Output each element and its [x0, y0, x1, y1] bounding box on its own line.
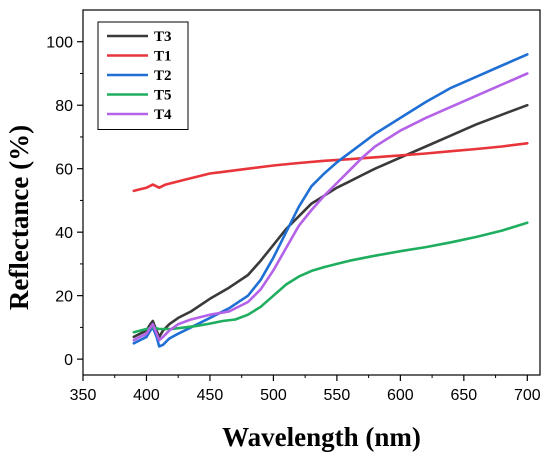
x-tick-label: 550 — [324, 387, 351, 404]
series-line-t5 — [132, 221, 529, 334]
series-line-t1 — [132, 142, 529, 193]
y-axis: 0 20 40 60 80 100 — [46, 35, 83, 369]
x-tick-label: 700 — [514, 387, 541, 404]
x-axis-title: Wavelength (nm) — [222, 422, 421, 452]
legend-label-t3: T3 — [154, 29, 172, 45]
y-tick-label: 0 — [64, 352, 73, 369]
plot-frame — [82, 9, 541, 376]
y-axis-title: Reflectance (%) — [4, 125, 34, 310]
series-line-t4 — [132, 72, 529, 342]
x-tick-label: 350 — [70, 387, 97, 404]
y-tick-label: 80 — [55, 98, 73, 115]
y-tick-label: 40 — [55, 225, 73, 242]
x-axis: 350 400 450 500 550 600 650 700 — [70, 375, 541, 404]
y-tick-label: 60 — [55, 162, 73, 179]
legend-label-t1: T1 — [154, 49, 172, 65]
x-tick-label: 400 — [133, 387, 160, 404]
series-line-t3 — [132, 103, 529, 339]
series-layer — [132, 53, 529, 348]
y-tick-label: 20 — [55, 289, 73, 306]
x-tick-label: 500 — [260, 387, 287, 404]
legend-label-t5: T5 — [154, 88, 172, 104]
legend: T3 T1 T2 T5 T4 — [97, 21, 189, 130]
x-tick-label: 600 — [387, 387, 414, 404]
legend-label-t2: T2 — [154, 68, 172, 84]
y-tick-label: 100 — [46, 35, 73, 52]
legend-label-t4: T4 — [154, 107, 172, 123]
x-tick-label: 450 — [197, 387, 224, 404]
x-tick-label: 650 — [450, 387, 477, 404]
